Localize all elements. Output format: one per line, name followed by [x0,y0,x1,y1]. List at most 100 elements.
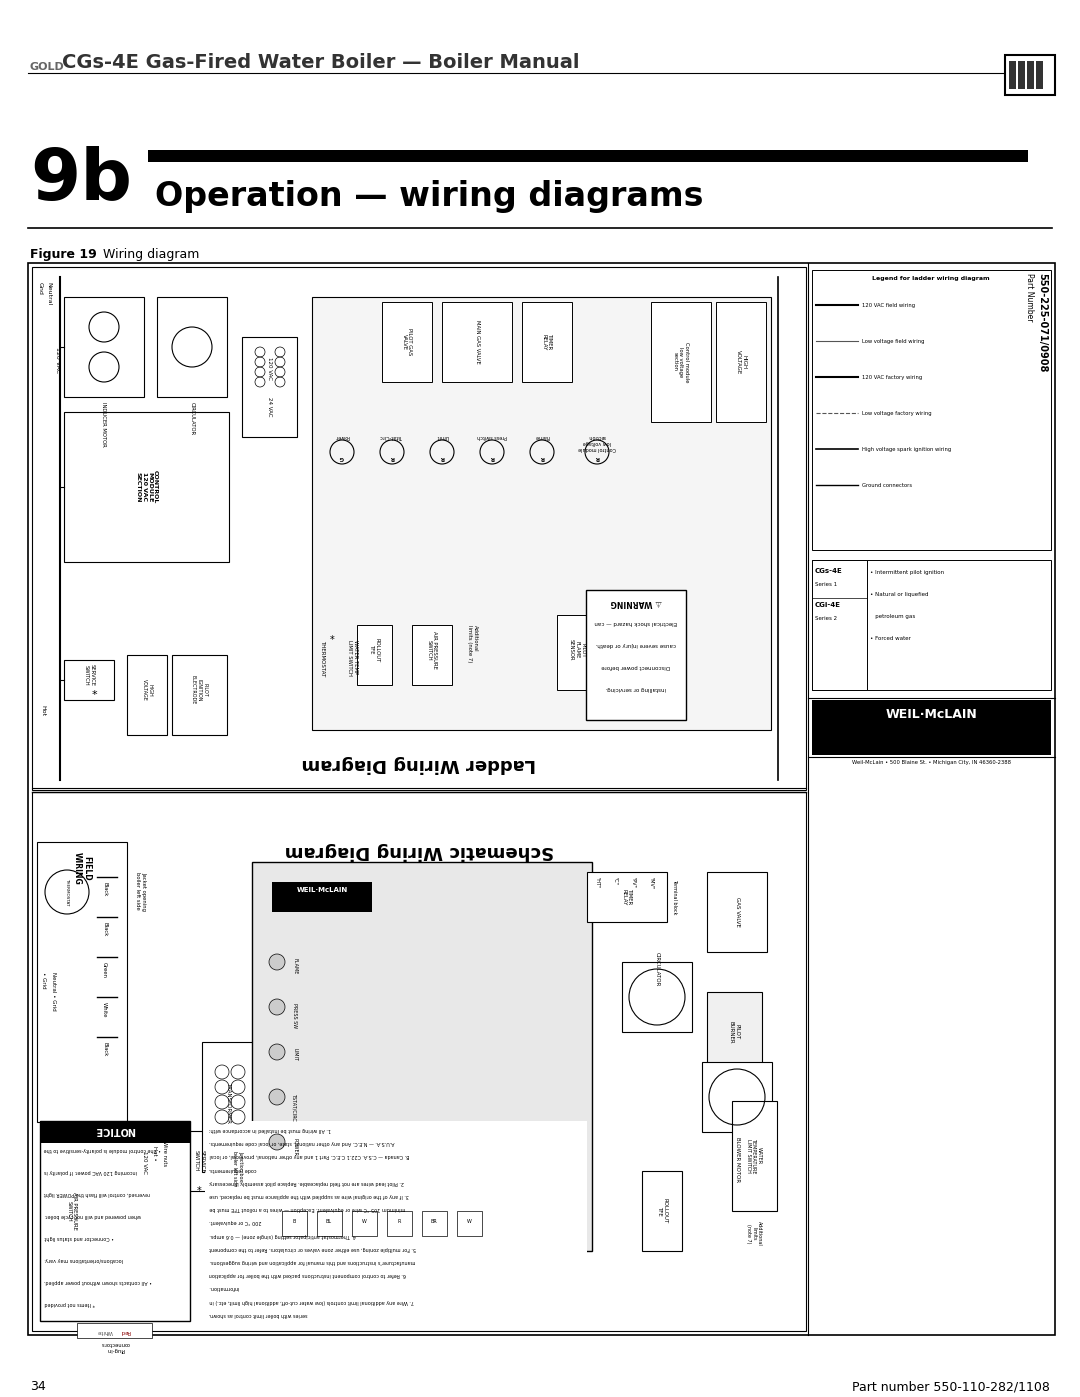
Text: MAIN GAS VALVE: MAIN GAS VALVE [474,320,480,363]
Text: Black: Black [102,882,107,897]
Text: 3. If any of the original wire as supplied with the appliance must be replaced, : 3. If any of the original wire as suppli… [210,1193,408,1199]
Text: WATER
TEMPERATURE
LIMIT SWITCH: WATER TEMPERATURE LIMIT SWITCH [745,1139,762,1173]
Bar [586,590,686,719]
Text: TSTAT/CIRC: TSTAT/CIRC [292,1092,297,1120]
Text: WEIL·McLAIN: WEIL·McLAIN [886,708,977,721]
Text: AIR PRESSURE
SWITCH: AIR PRESSURE SWITCH [67,1192,78,1229]
Text: GOLD: GOLD [30,61,65,73]
Text: BL: BL [326,1220,332,1224]
Text: INDUCER MOTOR: INDUCER MOTOR [102,402,107,447]
Bar [411,624,453,685]
Text: 5. For multiple zoning, use either zone valves or circulators. Refer to the comp: 5. For multiple zoning, use either zone … [210,1246,416,1250]
Text: 550-225-071/0908: 550-225-071/0908 [1037,272,1047,373]
Text: 6. Refer to control component instructions packed with the boiler for applicatio: 6. Refer to control component instructio… [210,1273,406,1277]
Text: minimum 105 °C wire or equivalent. Exception — wires to a rollout TFE must be: minimum 105 °C wire or equivalent. Excep… [210,1206,409,1211]
Text: 200 °C or equivalent.: 200 °C or equivalent. [210,1220,266,1224]
Text: W: W [362,1220,366,1224]
Bar [707,872,767,951]
Bar [422,1211,447,1236]
Bar [37,842,127,1122]
Text: 1. All wiring must be installed in accordance with:: 1. All wiring must be installed in accor… [210,1127,332,1132]
Text: incoming 120 VAC power. If polarity is: incoming 120 VAC power. If polarity is [44,1169,140,1173]
Text: GAS VALVE: GAS VALVE [734,897,740,928]
Text: B: B [293,1220,296,1224]
Text: HIGH
VOLTAGE: HIGH VOLTAGE [735,349,746,374]
Text: Wiring diagram: Wiring diagram [95,249,200,261]
Text: 120 VAC: 120 VAC [141,1151,147,1173]
Bar [812,560,1051,690]
Text: code requirements.: code requirements. [210,1166,261,1172]
Text: WEIL·McLAIN: WEIL·McLAIN [296,887,348,893]
Bar [282,1211,307,1236]
Text: installing or servicing.: installing or servicing. [606,686,666,692]
Bar [157,298,227,397]
Text: *: * [197,1186,201,1196]
Text: 120 VAC factory wiring: 120 VAC factory wiring [862,374,922,380]
Text: cause severe injury or death.: cause severe injury or death. [596,643,676,647]
Text: *: * [329,636,335,645]
Text: CIRCULATOR: CIRCULATOR [189,402,194,434]
Text: Flame: Flame [535,434,550,439]
Bar [205,1120,588,1322]
Bar [318,1211,342,1236]
Text: R: R [390,454,394,460]
Text: Ladder Wiring Diagram: Ladder Wiring Diagram [301,754,537,773]
Bar [557,615,597,690]
Text: • All contacts shown without power applied.: • All contacts shown without power appli… [44,1280,152,1284]
Text: Red: Red [120,1329,131,1334]
Text: Ground connectors: Ground connectors [862,483,913,488]
Text: "MV": "MV" [648,877,653,888]
Text: "PV": "PV" [631,877,635,887]
Text: FLAME: FLAME [292,958,297,974]
Text: CGi-4E: CGi-4E [815,602,841,608]
Text: • Intermittent pilot ignition: • Intermittent pilot ignition [870,570,944,576]
Bar [64,412,229,562]
Text: Series 2: Series 2 [815,616,837,622]
Bar [77,1323,152,1338]
Text: Wire nuts: Wire nuts [162,1141,167,1166]
Text: R: R [490,454,495,460]
Text: CGs-4E: CGs-4E [815,569,842,574]
Bar [442,302,512,381]
Text: petroleum gas: petroleum gas [870,615,915,619]
Text: Control module
low voltage
section: Control module low voltage section [673,342,689,383]
Text: Figure 19: Figure 19 [30,249,97,261]
Text: Plug-in
connectors: Plug-in connectors [100,1341,130,1352]
Text: Legend for ladder wiring diagram: Legend for ladder wiring diagram [873,277,989,281]
Text: CONTROL
MODULE
120 VAC
SECTION: CONTROL MODULE 120 VAC SECTION [136,471,158,504]
Text: 120 VAC field wiring: 120 VAC field wiring [862,303,915,307]
Bar [1009,61,1016,89]
Bar [172,1132,227,1192]
Text: CIRCULATOR: CIRCULATOR [654,951,660,986]
Text: information.: information. [210,1285,244,1291]
Text: • Connector and status light: • Connector and status light [44,1235,113,1241]
Bar [1018,61,1025,89]
Text: SERVICE
SWITCH: SERVICE SWITCH [193,1150,204,1172]
Bar [40,1120,190,1322]
Text: CGs-4E Gas-Fired Water Boiler — Boiler Manual: CGs-4E Gas-Fired Water Boiler — Boiler M… [62,53,580,73]
Text: R: R [440,454,444,460]
Bar [148,149,1028,162]
Text: THERMOSTAT: THERMOSTAT [65,879,69,905]
Text: Low voltage field wiring: Low voltage field wiring [862,339,924,344]
Bar [32,267,806,789]
Bar [352,1211,377,1236]
Text: Additional
limits
(note 7): Additional limits (note 7) [745,1221,762,1246]
Text: "HT": "HT" [594,877,599,888]
Text: WATER TEMP
LIMIT SWITCH: WATER TEMP LIMIT SWITCH [347,640,357,676]
Text: Electrical shock hazard — can: Electrical shock hazard — can [595,620,677,624]
Text: ROLLOUT
TFE: ROLLOUT TFE [368,638,379,662]
Text: series with boiler limit control as shown.: series with boiler limit control as show… [210,1312,312,1317]
Text: Jacket opening
boiler left side: Jacket opening boiler left side [135,872,146,911]
Text: 2. Pilot lead wires are not field replaceable. Replace pilot assembly if necessa: 2. Pilot lead wires are not field replac… [210,1180,404,1185]
Bar [387,1211,411,1236]
Circle shape [269,1134,285,1150]
Text: NOTICE: NOTICE [95,1125,135,1134]
Text: Neutral • Grid: Neutral • Grid [51,972,56,1011]
Text: White: White [97,1329,113,1334]
Text: • Natural or liquefied: • Natural or liquefied [870,592,929,597]
Text: 9b: 9b [30,147,132,215]
Bar [28,263,1055,1336]
Text: ROLLOUT
TFE: ROLLOUT TFE [657,1199,667,1224]
Bar [357,624,392,685]
